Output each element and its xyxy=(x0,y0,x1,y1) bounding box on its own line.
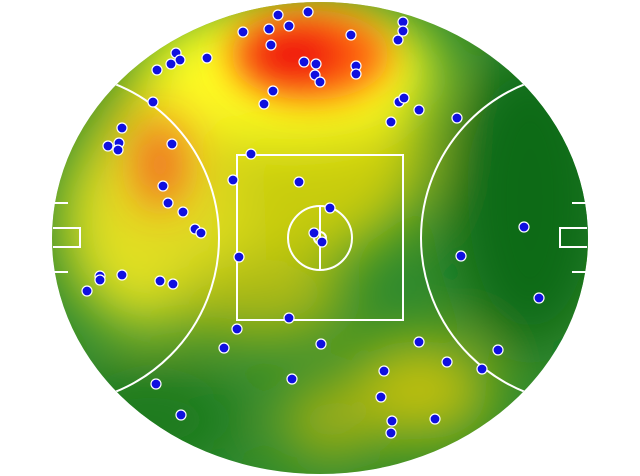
point xyxy=(286,373,298,385)
point xyxy=(231,323,243,335)
point xyxy=(293,176,305,188)
point xyxy=(267,85,279,97)
point xyxy=(263,23,275,35)
point xyxy=(157,180,169,192)
point xyxy=(533,292,545,304)
point xyxy=(316,236,328,248)
point xyxy=(518,221,530,233)
point xyxy=(429,413,441,425)
point xyxy=(283,312,295,324)
point xyxy=(272,9,284,21)
point xyxy=(147,96,159,108)
point xyxy=(492,344,504,356)
point xyxy=(195,227,207,239)
point xyxy=(314,76,326,88)
point xyxy=(413,104,425,116)
point xyxy=(378,365,390,377)
point xyxy=(94,274,106,286)
point xyxy=(151,64,163,76)
point xyxy=(167,278,179,290)
point xyxy=(455,250,467,262)
point xyxy=(308,227,320,239)
point xyxy=(154,275,166,287)
point xyxy=(245,148,257,160)
point xyxy=(451,112,463,124)
point xyxy=(233,251,245,263)
point xyxy=(392,34,404,46)
point xyxy=(345,29,357,41)
point xyxy=(298,56,310,68)
point xyxy=(218,342,230,354)
point xyxy=(441,356,453,368)
point xyxy=(116,122,128,134)
point xyxy=(310,58,322,70)
point xyxy=(81,285,93,297)
point xyxy=(174,54,186,66)
point xyxy=(350,68,362,80)
point xyxy=(302,6,314,18)
point xyxy=(116,269,128,281)
point xyxy=(315,338,327,350)
point xyxy=(237,26,249,38)
point xyxy=(258,98,270,110)
point xyxy=(175,409,187,421)
point xyxy=(165,58,177,70)
point xyxy=(397,25,409,37)
point xyxy=(166,138,178,150)
point xyxy=(398,92,410,104)
point xyxy=(324,202,336,214)
point xyxy=(385,427,397,439)
point xyxy=(177,206,189,218)
point xyxy=(102,140,114,152)
point xyxy=(386,415,398,427)
point xyxy=(201,52,213,64)
point xyxy=(413,336,425,348)
point xyxy=(283,20,295,32)
point xyxy=(385,116,397,128)
point xyxy=(150,378,162,390)
point xyxy=(227,174,239,186)
point xyxy=(265,39,277,51)
point xyxy=(112,144,124,156)
point xyxy=(162,197,174,209)
point xyxy=(476,363,488,375)
point xyxy=(375,391,387,403)
